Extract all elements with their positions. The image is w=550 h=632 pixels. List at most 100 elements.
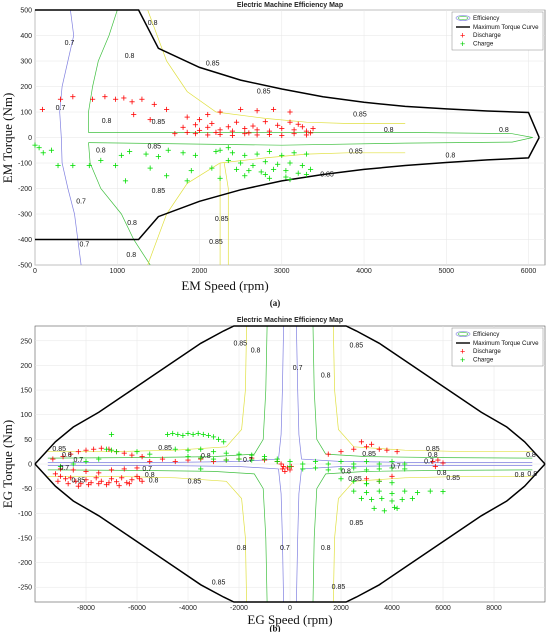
chart-b-contour-label: 0.8 — [437, 470, 447, 477]
chart-a-discharge-point — [213, 129, 219, 135]
chart-b-discharge-point — [98, 445, 104, 451]
chart-a-y-tick-label: -100 — [18, 161, 32, 168]
chart-a-discharge-point — [225, 124, 231, 130]
chart-b-charge-point — [180, 432, 186, 439]
chart-b-legend-efficiency-swatch-inner — [457, 332, 469, 336]
chart-b-discharge-point — [50, 456, 56, 462]
chart-b-charge-point — [363, 467, 370, 473]
chart-a-y-tick-label: -500 — [18, 263, 32, 270]
chart-b-discharge-point — [68, 451, 74, 457]
chart-a-charge-point — [233, 166, 240, 172]
chart-b-max-torque-curve — [34, 325, 546, 603]
chart-b-charge-point — [389, 490, 395, 497]
chart-b-discharge-point — [108, 476, 115, 482]
chart-a-charge-point — [217, 147, 223, 153]
chart-a-discharge-point — [196, 117, 203, 123]
chart-b-contour-label: 0.8 — [321, 372, 331, 379]
chart-a-y-ticks: -500 -400 -300 -200 -100 0 100 200 300 400 500 — [18, 8, 32, 270]
chart-b-charge-point — [103, 446, 109, 452]
chart-a-contour-085 — [147, 10, 406, 124]
chart-a-max-torque-upper — [35, 9, 540, 138]
chart-b-contour-label: 0.7 — [59, 465, 69, 472]
chart-a-discharge-point — [266, 131, 273, 138]
chart-a-discharge-point — [70, 94, 76, 100]
chart-a-charge-point — [287, 176, 293, 183]
chart-a-contour-08 — [88, 137, 533, 146]
chart-a-discharge-point — [217, 127, 223, 133]
chart-b-y-label: EG Torque (Nm) — [0, 420, 15, 508]
chart-b-x-tick-label: -8000 — [77, 605, 95, 612]
chart-b-discharge-point — [363, 444, 370, 450]
chart-b-charge-point — [389, 465, 395, 471]
chart-b-contour-label: 0.8 — [527, 471, 537, 478]
chart-a-x-tick-label: 0 — [33, 268, 37, 275]
chart-a-discharge-point — [102, 94, 108, 100]
chart-a-x-tick-label: 4000 — [356, 268, 372, 275]
chart-b-charge-point — [351, 488, 357, 494]
chart-a-x-tick-label: 3000 — [274, 268, 290, 275]
chart-b-contour-label: 0.85 — [362, 451, 376, 458]
chart-a-charge-point — [36, 145, 42, 151]
chart-b-charge-point — [376, 478, 382, 484]
chart-a-y-tick-label: 400 — [20, 33, 32, 40]
chart-a-discharge-point — [209, 120, 215, 127]
chart-b-discharge-point — [55, 478, 61, 484]
chart-b-x-tick-label: -4000 — [179, 605, 197, 612]
chart-a-contour-label: 0.7 — [65, 40, 75, 47]
chart-a-discharge-point — [310, 125, 316, 132]
chart-b-discharge-point — [432, 463, 438, 470]
chart-b-charge-point — [312, 458, 319, 465]
chart-b-contour-label: 0.85 — [349, 343, 363, 350]
chart-b-discharge-point — [108, 467, 115, 473]
chart-b-contour-08 — [47, 326, 268, 459]
chart-b-charge-point — [427, 488, 433, 494]
chart-a-discharge-point — [246, 130, 252, 136]
chart-b-charge-point — [261, 456, 268, 462]
chart-a-max-torque-curve — [35, 9, 540, 241]
chart-b-charge-point — [249, 452, 255, 458]
chart-b-legend-efficiency: Efficiency — [473, 331, 500, 338]
chart-a-charge-point — [209, 165, 215, 171]
chart-b-charge-points — [57, 430, 446, 514]
chart-b-discharge-point — [70, 467, 76, 473]
chart-b-discharge-point — [68, 475, 74, 481]
chart-a-contour-07 — [59, 10, 82, 265]
chart-b-charge-point — [414, 489, 421, 496]
chart-a-legend-charge-marker: + — [460, 39, 465, 49]
chart-b-discharge-point — [129, 477, 135, 483]
chart-a-charge-point — [225, 157, 231, 164]
chart-b-discharge-point — [83, 468, 89, 474]
chart-b-contour-label: 0.8 — [237, 545, 247, 552]
chart-b-charge-point — [363, 458, 370, 465]
chart-b-charge-point — [108, 447, 115, 453]
chart-b-x-tick-label: 8000 — [486, 605, 502, 612]
chart-b-discharge-point — [124, 480, 130, 486]
chart-a-charge-point — [113, 162, 119, 169]
chart-b-charge-point — [338, 476, 344, 482]
chart-a-legend-discharge-marker: + — [460, 31, 465, 41]
chart-a-charge-point — [55, 162, 61, 169]
chart-a-discharge-point — [279, 132, 285, 139]
chart-a-charge-point — [287, 160, 293, 166]
chart-b-discharge-point — [63, 476, 69, 482]
chart-b-discharge-point — [83, 477, 89, 483]
chart-b-charge-point — [440, 489, 446, 495]
chart-a-discharge-point — [151, 101, 157, 107]
chart-a-contour-08 — [88, 142, 151, 265]
chart-b-discharge-point — [73, 478, 79, 484]
chart-a-discharge-point — [205, 132, 211, 138]
chart-b-discharge-point — [172, 458, 178, 465]
chart-a-charge-point — [98, 157, 104, 164]
chart-a-y-tick-label: 0 — [28, 135, 32, 142]
chart-b-y-ticks: -250 -200 -150 -100 -50 0 50 100 150 200 250 — [18, 338, 32, 591]
chart-b-charge-point — [249, 457, 255, 463]
chart-a-x-tick-label: 5000 — [439, 268, 455, 275]
chart-a-charge-point — [266, 148, 273, 155]
chart-a-discharge-point — [270, 106, 277, 113]
chart-a-discharge-point — [164, 106, 170, 113]
chart-b-contour-label: 0.85 — [332, 584, 346, 591]
chart-a-y-tick-label: -400 — [18, 237, 32, 244]
chart-b-contour-label: 0.8 — [251, 348, 261, 355]
chart-a-discharge-point — [303, 132, 310, 138]
